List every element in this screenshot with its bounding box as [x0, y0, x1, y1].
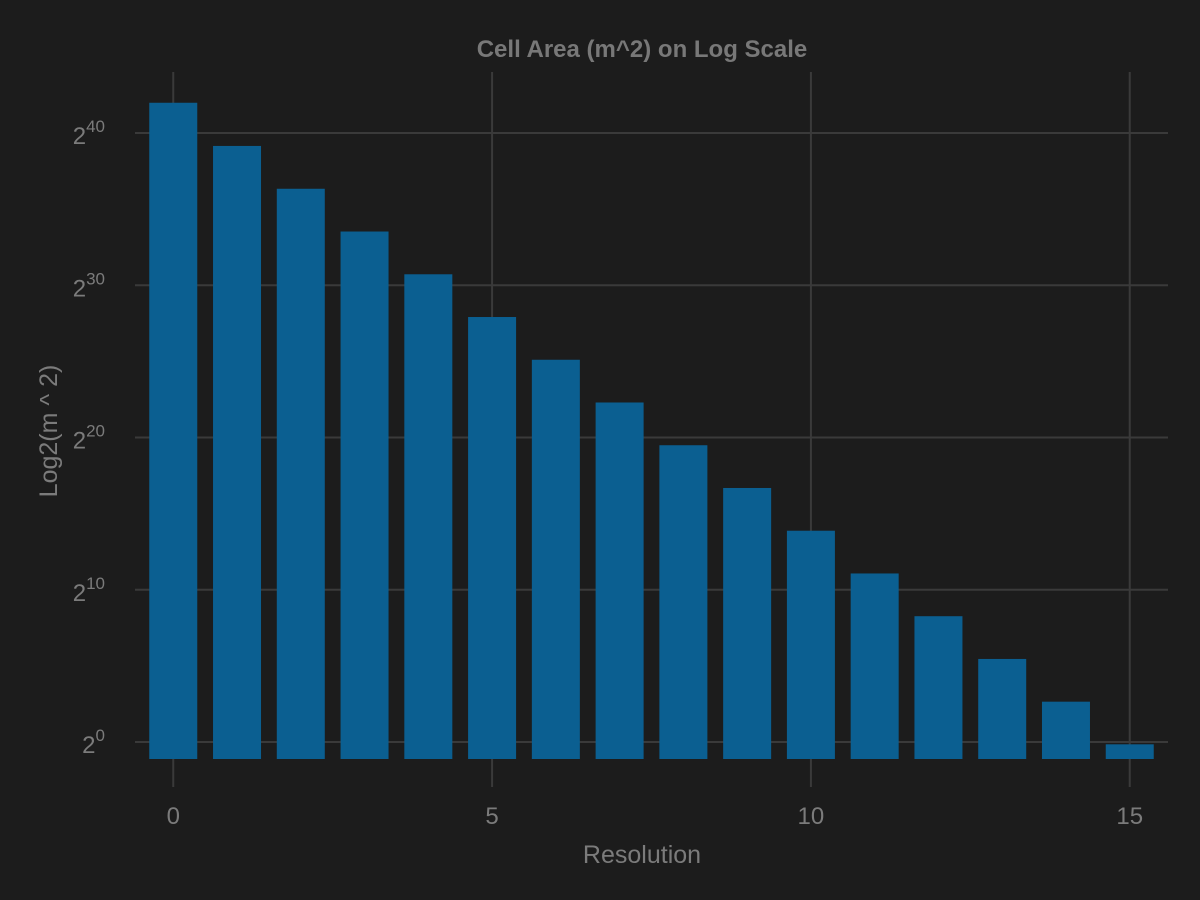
bar [404, 274, 453, 759]
bar [340, 231, 389, 760]
bar [914, 616, 963, 759]
x-tick-label: 15 [1116, 803, 1143, 830]
x-tick-label: 0 [167, 803, 180, 830]
x-tick-label: 5 [485, 803, 498, 830]
bar [659, 445, 708, 759]
y-tick-label: 20 [82, 726, 105, 759]
y-tick-label: 240 [73, 117, 105, 150]
bar [1105, 744, 1154, 759]
y-axis-label: Log2(m ^ 2) [35, 365, 63, 498]
bar [595, 402, 644, 759]
chart-title: Cell Area (m^2) on Log Scale [477, 36, 808, 63]
bar [149, 102, 198, 760]
bar [723, 487, 772, 759]
bar [850, 573, 899, 759]
bar [213, 145, 262, 759]
bar [276, 188, 325, 759]
bar [786, 530, 835, 759]
y-tick-label: 220 [73, 422, 105, 455]
x-tick-label: 10 [798, 803, 825, 830]
y-axis-ticks: 20 210 220 230 240 [73, 117, 105, 759]
x-axis-ticks: 0 5 10 15 [167, 803, 1144, 830]
bar [1041, 701, 1090, 759]
y-tick-label: 230 [73, 269, 105, 302]
y-tick-label: 210 [73, 574, 105, 607]
bar [468, 317, 517, 759]
bar [531, 359, 580, 759]
bar [978, 658, 1027, 759]
x-axis-label: Resolution [583, 841, 701, 869]
bars-group [149, 102, 1154, 760]
